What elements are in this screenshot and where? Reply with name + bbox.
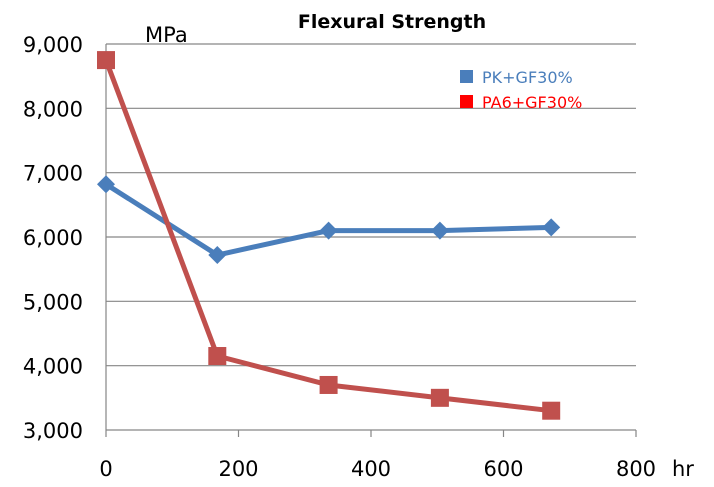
data-point-pa6-gf30 (208, 347, 227, 366)
y-tick-label: 5,000 (23, 290, 83, 314)
x-tick-label: 600 (483, 457, 523, 481)
data-point-pk-gf30 (319, 221, 338, 240)
data-point-pa6-gf30 (430, 388, 449, 407)
data-point-pk-gf30 (430, 221, 449, 240)
legend-label-pk-gf30: PK+GF30% (482, 68, 573, 87)
data-point-pk-gf30 (542, 218, 561, 237)
y-tick-label: 6,000 (23, 226, 83, 250)
data-point-pk-gf30 (208, 246, 227, 265)
x-axis-unit-label: hr (672, 457, 694, 481)
x-tick-label: 400 (351, 457, 391, 481)
legend-label-pa6-gf30: PA6+GF30% (482, 93, 582, 112)
x-tick-label: 200 (218, 457, 258, 481)
legend-swatch-pa6-gf30 (460, 95, 473, 108)
x-tick-label: 800 (616, 457, 656, 481)
y-tick-label: 4,000 (23, 355, 83, 379)
data-point-pa6-gf30 (319, 375, 338, 394)
y-tick-label: 3,000 (23, 419, 83, 443)
y-tick-label: 7,000 (23, 162, 83, 186)
chart-title: Flexural Strength (298, 11, 486, 33)
data-point-pa6-gf30 (542, 401, 561, 420)
y-axis-unit-label: MPa (145, 23, 188, 47)
legend-swatch-pk-gf30 (460, 70, 473, 83)
y-tick-label: 9,000 (23, 33, 83, 57)
y-tick-label: 8,000 (23, 97, 83, 121)
x-tick-label: 0 (99, 457, 112, 481)
data-point-pk-gf30 (97, 175, 115, 194)
data-point-pa6-gf30 (97, 51, 115, 70)
